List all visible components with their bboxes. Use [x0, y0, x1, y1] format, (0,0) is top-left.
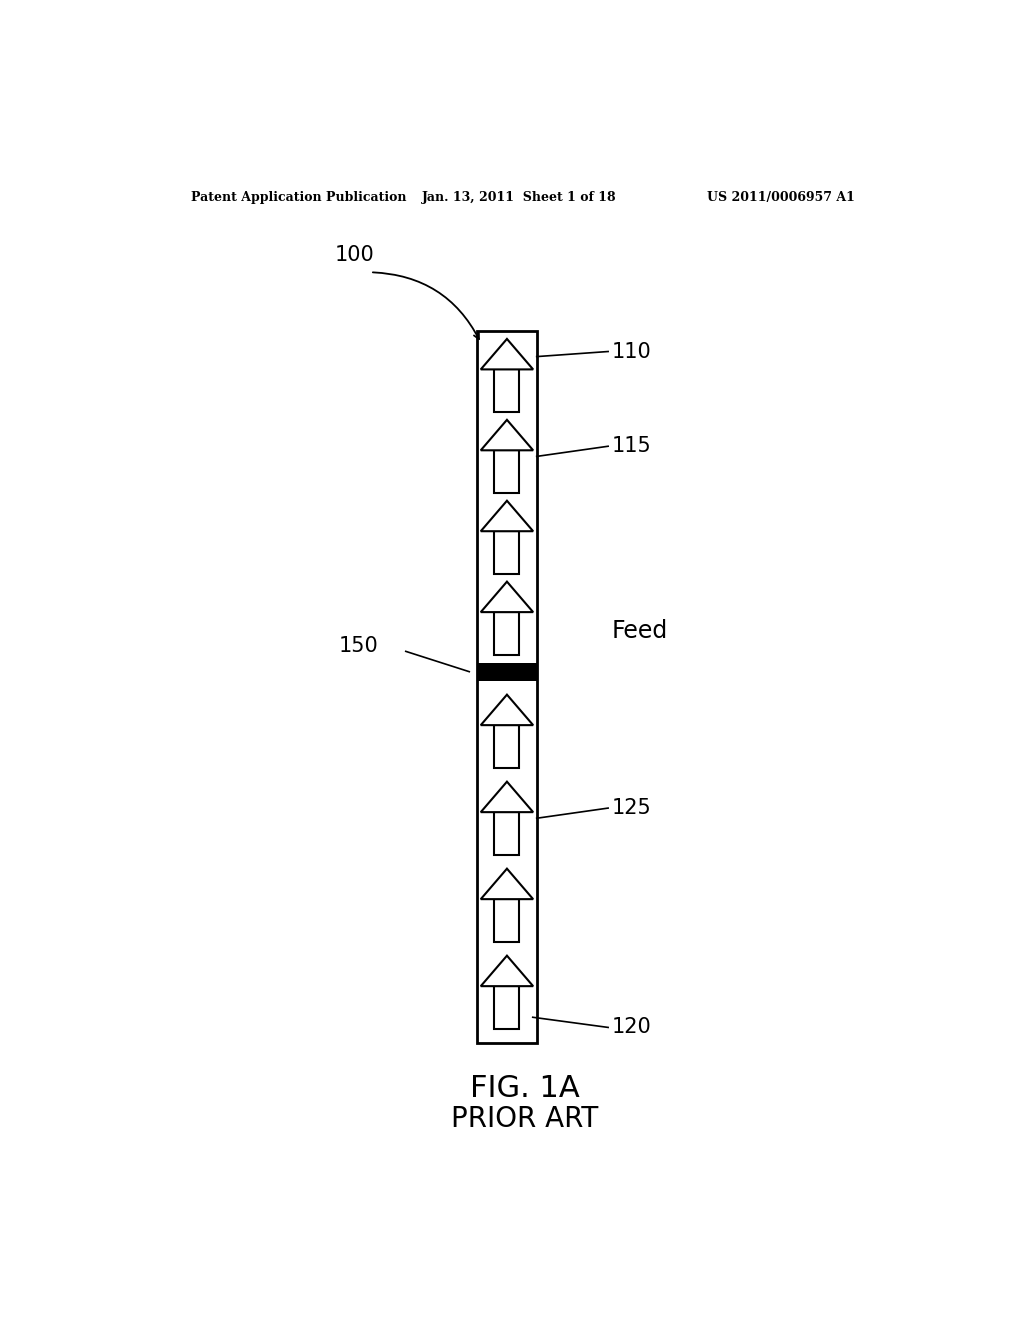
Text: US 2011/0006957 A1: US 2011/0006957 A1 [708, 191, 855, 203]
Bar [495, 370, 519, 412]
Polygon shape [480, 694, 534, 725]
Polygon shape [480, 420, 534, 450]
Polygon shape [480, 781, 534, 812]
Bar [495, 812, 519, 855]
Text: 150: 150 [338, 636, 378, 656]
Polygon shape [480, 339, 534, 370]
Text: 110: 110 [612, 342, 652, 362]
Text: Feed: Feed [612, 619, 669, 643]
Text: 120: 120 [612, 1018, 652, 1038]
Polygon shape [480, 582, 534, 612]
Bar [495, 986, 519, 1028]
Text: Patent Application Publication: Patent Application Publication [191, 191, 407, 203]
Bar [477, 663, 537, 681]
Bar [495, 612, 519, 655]
Bar [477, 331, 537, 1043]
Bar [495, 899, 519, 942]
Bar [495, 450, 519, 492]
Bar [495, 725, 519, 768]
Text: 100: 100 [334, 246, 374, 265]
Text: 125: 125 [612, 799, 652, 818]
Polygon shape [480, 500, 534, 531]
Text: Jan. 13, 2011  Sheet 1 of 18: Jan. 13, 2011 Sheet 1 of 18 [422, 191, 616, 203]
Text: FIG. 1A: FIG. 1A [470, 1074, 580, 1104]
Polygon shape [480, 956, 534, 986]
Bar [495, 531, 519, 574]
Text: PRIOR ART: PRIOR ART [452, 1105, 598, 1133]
Text: 115: 115 [612, 436, 652, 457]
Polygon shape [480, 869, 534, 899]
